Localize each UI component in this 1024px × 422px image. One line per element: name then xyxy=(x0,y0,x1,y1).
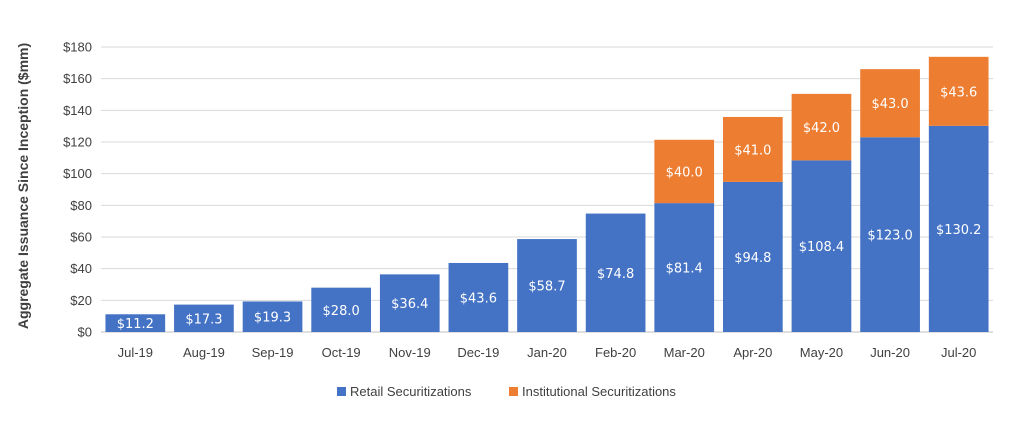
data-label-retail: $11.2 xyxy=(117,317,154,332)
x-tick-label: Jan-20 xyxy=(527,345,567,360)
x-tick-label: Apr-20 xyxy=(733,345,772,360)
bar-retail xyxy=(928,125,989,332)
bar-institutional xyxy=(791,93,852,161)
bar-retail xyxy=(860,137,920,332)
bar-retail xyxy=(585,213,646,332)
data-label-retail: $36.4 xyxy=(391,297,428,312)
y-tick-label: $120 xyxy=(63,135,92,150)
data-label-institutional: $43.6 xyxy=(940,85,977,100)
legend-label-retail: Retail Securitizations xyxy=(350,384,472,399)
data-label-institutional: $40.0 xyxy=(666,165,703,180)
legend: Retail Securitizations Institutional Secu… xyxy=(337,384,676,399)
data-label-retail: $58.7 xyxy=(528,280,565,295)
y-axis-title: Aggregate Issuance Since Inception ($mm) xyxy=(15,43,31,329)
bar-retail xyxy=(311,287,372,332)
legend-label-institutional: Institutional Securitizations xyxy=(522,384,676,399)
data-label-retail: $123.0 xyxy=(867,229,913,244)
x-axis-ticks: Jul-19 Aug-19 Sep-19 Oct-19 Nov-19 Dec-19 Jan-… xyxy=(118,345,977,360)
legend-swatch-institutional xyxy=(509,387,518,396)
y-tick-label: $40 xyxy=(70,261,92,276)
bar-retail xyxy=(448,262,509,332)
data-label-retail: $81.4 xyxy=(666,262,703,277)
bar-institutional xyxy=(928,56,989,126)
y-tick-label: $140 xyxy=(63,103,92,118)
x-tick-label: Feb-20 xyxy=(595,345,636,360)
gridlines xyxy=(101,46,993,333)
x-tick-label: Jun-20 xyxy=(870,345,910,360)
bar-retail xyxy=(654,203,715,332)
data-label-retail: $94.8 xyxy=(734,251,771,266)
y-tick-label: $60 xyxy=(70,230,92,245)
data-label-retail: $108.4 xyxy=(799,240,845,255)
x-tick-label: May-20 xyxy=(800,345,843,360)
bar-retail xyxy=(722,181,783,332)
bar-institutional xyxy=(722,116,783,182)
data-label-retail: $130.2 xyxy=(936,223,982,238)
x-tick-label: Mar-20 xyxy=(664,345,705,360)
bar-retail xyxy=(791,160,852,332)
bar-data-labels: $11.2 $17.3 $19.3 $28.0 $36.4 $43.6 $58.7 $74.8… xyxy=(117,85,982,332)
y-tick-label: $20 xyxy=(70,293,92,308)
data-label-retail: $17.3 xyxy=(185,312,222,327)
data-label-retail: $19.3 xyxy=(254,311,291,326)
bar-retail xyxy=(242,301,303,332)
x-tick-label: Sep-19 xyxy=(252,345,294,360)
bar-retail xyxy=(174,304,234,332)
y-tick-label: $80 xyxy=(70,198,92,213)
x-tick-label: Jul-20 xyxy=(941,345,976,360)
y-tick-label: $0 xyxy=(78,325,92,340)
data-label-retail: $74.8 xyxy=(597,267,634,282)
y-axis-ticks: $0 $20 $40 $60 $80 $100 $120 $140 $160 $180 xyxy=(63,40,92,340)
data-label-institutional: $41.0 xyxy=(734,143,771,158)
data-label-institutional: $43.0 xyxy=(871,97,908,112)
x-tick-label: Oct-19 xyxy=(322,345,361,360)
bar-institutional xyxy=(860,69,920,138)
x-tick-label: Dec-19 xyxy=(457,345,499,360)
x-tick-label: Aug-19 xyxy=(183,345,225,360)
y-tick-label: $160 xyxy=(63,71,92,86)
x-tick-label: Jul-19 xyxy=(118,345,153,360)
legend-swatch-retail xyxy=(337,387,346,396)
y-tick-label: $100 xyxy=(63,166,92,181)
bar-institutional xyxy=(654,139,715,204)
data-label-institutional: $42.0 xyxy=(803,121,840,136)
x-tick-label: Nov-19 xyxy=(389,345,431,360)
data-label-retail: $43.6 xyxy=(460,291,497,306)
data-label-retail: $28.0 xyxy=(323,304,360,319)
bars xyxy=(105,56,989,332)
bar-retail xyxy=(379,274,440,332)
y-tick-label: $180 xyxy=(63,40,92,55)
bar-retail xyxy=(517,239,577,332)
bar-retail xyxy=(105,314,166,332)
